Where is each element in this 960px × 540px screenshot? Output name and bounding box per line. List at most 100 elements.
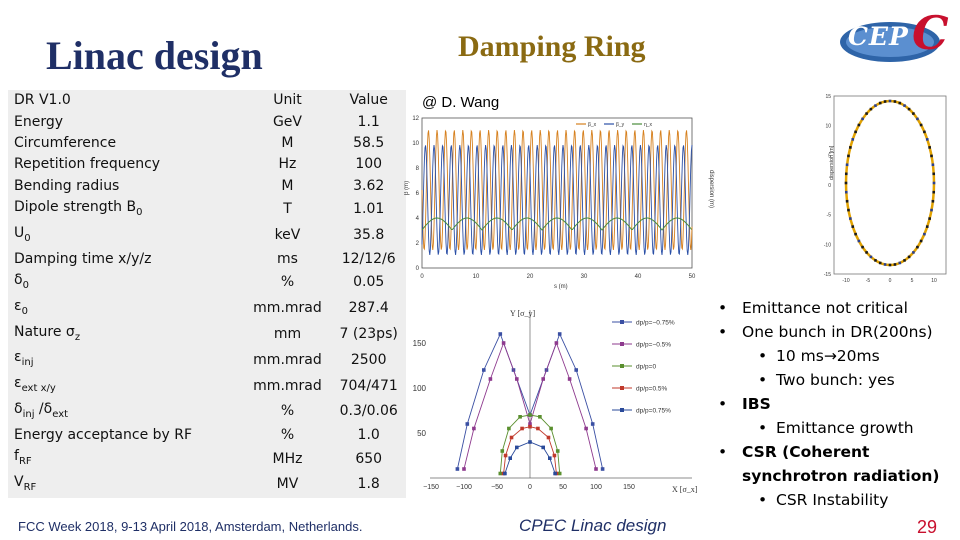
- param-suffix: /δ: [34, 400, 53, 417]
- beta-x-tick-label: 20: [527, 274, 534, 280]
- aperture-point: [462, 467, 466, 471]
- aperture-x-tick-label: 50: [559, 484, 567, 491]
- aperture-point: [553, 471, 557, 476]
- beta-x-tick-label: 30: [581, 274, 588, 280]
- param-name: Bending radius: [14, 177, 120, 194]
- aperture-point: [518, 415, 522, 419]
- ring-magnet-marker: [923, 130, 926, 134]
- table-row: Energy GeV 1.1: [8, 111, 406, 132]
- ring-x-tick-label: 5: [911, 278, 914, 284]
- ring-magnet-marker: [925, 138, 929, 141]
- param-name: Repetition frequency: [14, 156, 161, 173]
- param-name: Energy: [14, 113, 64, 130]
- ring-y-tick-label: 15: [825, 94, 831, 100]
- aperture-point: [508, 456, 512, 460]
- value-column-header: Value: [349, 92, 388, 109]
- table-param-cell: Energy acceptance by RF: [8, 425, 244, 446]
- ring-x-tick-label: 0: [889, 278, 892, 284]
- param-name: Nature σ: [14, 323, 75, 340]
- beta-y-tick-label: 12: [412, 116, 419, 122]
- aperture-point: [503, 453, 508, 458]
- param-subscript: 0: [21, 305, 28, 317]
- ring-y-tick-label: 5: [828, 153, 831, 159]
- table-param-cell: εext x/y: [8, 373, 244, 399]
- ring-magnet-marker: [932, 181, 936, 185]
- aperture-point: [528, 422, 532, 426]
- ring-x-tick-label: -5: [866, 278, 871, 284]
- aperture-point: [498, 332, 503, 336]
- beta-x-tick-label: 50: [689, 274, 696, 280]
- table-unit-cell: M: [281, 177, 294, 194]
- table-value-cell: 287.4: [348, 300, 389, 317]
- beta-y-tick-label: 0: [416, 266, 420, 272]
- param-subscript: 0: [22, 279, 29, 291]
- bullet-dot: •: [758, 419, 768, 437]
- table-unit-cell: mm.mrad: [253, 300, 322, 317]
- table-unit-cell: %: [280, 274, 295, 291]
- aperture-y-tick-label: 50: [417, 429, 426, 438]
- table-param-cell: Dipole strength B0: [8, 197, 244, 223]
- ring-magnet-marker: [907, 107, 911, 111]
- parameter-table: DR V1.0 Unit Value Energy GeV 1.1 Circumferenc…: [8, 90, 406, 498]
- param-name: Dipole strength B: [14, 198, 137, 215]
- ring-y-tick-label: -15: [824, 272, 831, 278]
- param-name: V: [14, 473, 24, 490]
- ring-y-axis-label: dispersion [m]: [829, 145, 835, 180]
- beta-y-curve: [421, 144, 693, 256]
- param-name: Circumference: [14, 134, 117, 151]
- aperture-point: [567, 377, 572, 381]
- table-unit-cell: M: [281, 134, 294, 151]
- aperture-point: [584, 426, 588, 431]
- table-unit-cell: MV: [276, 476, 299, 493]
- ring-magnet-marker: [888, 263, 892, 267]
- aperture-point: [472, 426, 476, 431]
- param-name: δ: [14, 271, 23, 288]
- ring-y-tick-label: 10: [825, 124, 831, 130]
- ring-magnet-marker: [865, 112, 868, 115]
- table-row: δinj /δext% 0.3/0.06: [8, 399, 406, 425]
- table-param-cell: fRF: [8, 446, 244, 472]
- unit-column-header: Unit: [273, 92, 302, 109]
- table-value-cell: 100: [355, 156, 383, 173]
- legend-label: dp/p=0.75%: [636, 408, 671, 415]
- beta-y-tick-label: 4: [416, 216, 420, 222]
- table-unit-cell: keV: [274, 227, 301, 244]
- table-header-row: DR V1.0 Unit Value: [8, 90, 406, 111]
- ring-magnet-marker: [844, 172, 848, 176]
- ring-magnet-marker: [931, 163, 935, 167]
- ring-magnet-marker: [919, 123, 923, 127]
- ring-x-tick-label: -10: [842, 278, 849, 284]
- bullet-dot: •: [718, 395, 728, 413]
- ring-magnet-marker: [847, 208, 850, 212]
- beta-y-tick-label: 10: [412, 141, 419, 147]
- param-subscript: ext x/y: [21, 382, 56, 394]
- table-unit-cell: mm.mrad: [253, 377, 322, 394]
- aperture-point: [546, 435, 551, 440]
- aperture-point: [503, 471, 507, 476]
- bullet-dot: •: [718, 323, 728, 341]
- aperture-point: [528, 440, 532, 444]
- bullet-text: Two bunch: yes: [776, 371, 895, 389]
- beta-x-curve: [421, 129, 693, 251]
- bullet-text: CSR (Coherent synchrotron radiation): [742, 443, 940, 485]
- param-subscript: z: [74, 331, 81, 343]
- table-param-cell: δ0: [8, 270, 244, 296]
- aperture-point: [515, 377, 519, 381]
- table-param-cell: DR V1.0: [14, 92, 71, 109]
- table-row: Nature σz mm 7 (23ps): [8, 322, 406, 348]
- ring-magnet-marker: [874, 259, 877, 262]
- ring-magnet-marker: [857, 239, 861, 243]
- bullet-text: CSR Instability: [776, 491, 889, 509]
- ring-y-tick-label: -10: [824, 242, 831, 248]
- ring-magnet-marker: [869, 255, 873, 259]
- aperture-point: [520, 426, 524, 431]
- ring-magnet-marker: [932, 172, 936, 176]
- table-value-cell: 1.01: [353, 201, 385, 218]
- table-row: Energy acceptance by RF% 1.0: [8, 425, 406, 446]
- aperture-point: [548, 456, 552, 460]
- table-param-cell: εinj: [8, 347, 244, 373]
- table-value-cell: 0.05: [353, 274, 385, 291]
- aperture-point: [541, 445, 545, 450]
- aperture-y-tick-label: 150: [413, 339, 427, 348]
